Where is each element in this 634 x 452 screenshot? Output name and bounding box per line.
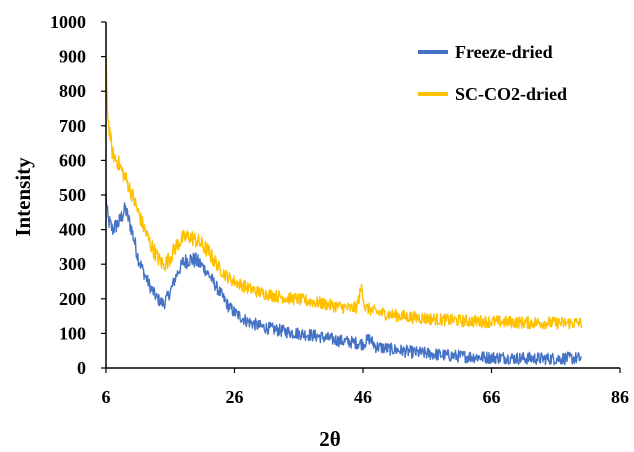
y-tick-label: 300 (59, 254, 86, 274)
y-tick-label: 200 (59, 289, 86, 309)
series-line-1 (105, 55, 583, 330)
x-axis-title: 2θ (319, 427, 341, 451)
y-tick-label: 900 (59, 47, 86, 67)
legend: Freeze-dried SC-CO2-dried (418, 42, 567, 104)
y-tick-label: 700 (59, 116, 86, 136)
legend-label: Freeze-dried (455, 42, 553, 62)
y-tick-label: 400 (59, 220, 86, 240)
x-tick-label: 86 (611, 387, 629, 407)
legend-label: SC-CO2-dried (455, 84, 567, 104)
y-tick-label: 1000 (50, 12, 86, 32)
axes-layer: 6 26 46 66 86 0 100 200 300 400 500 600 700 800 900 100… (50, 12, 629, 407)
y-tick-label: 500 (59, 185, 86, 205)
y-tick-label: 0 (77, 358, 86, 378)
y-tick-label: 100 (59, 323, 86, 343)
y-tick-label: 600 (59, 150, 86, 170)
y-axis-title: Intensity (11, 157, 35, 237)
y-tick-label: 800 (59, 81, 86, 101)
series-line-0 (105, 192, 582, 366)
x-tick-label: 26 (226, 387, 244, 407)
x-tick-label: 46 (354, 387, 372, 407)
series-layer (105, 55, 583, 366)
x-tick-label: 66 (483, 387, 501, 407)
x-tick-label: 6 (102, 387, 111, 407)
